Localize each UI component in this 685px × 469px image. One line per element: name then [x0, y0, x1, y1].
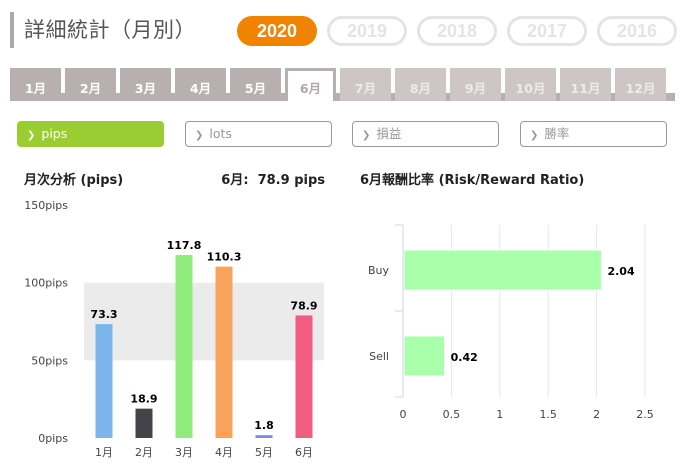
monthly-pips-chart: 0pips 50pips 100pips 150pips 73.3 1月 18.9 2月 117… [24, 199, 324, 459]
metric-label: pips [41, 126, 68, 141]
tab-month-5[interactable]: 5月 [230, 68, 281, 101]
x-tick-label: 4月 [215, 446, 233, 459]
metric-button-lots[interactable]: ❯ lots [185, 121, 332, 147]
data-label: 0.42 [451, 351, 478, 364]
metric-button-profit[interactable]: ❯ 損益 [352, 121, 499, 147]
plot-band [84, 205, 324, 283]
tab-month-7: 7月 [340, 68, 391, 101]
data-label: 117.8 [167, 239, 202, 252]
tab-month-1[interactable]: 1月 [10, 68, 61, 101]
tab-month-3[interactable]: 3月 [120, 68, 171, 101]
bar-2 [135, 408, 153, 438]
y-tick-label: 50pips [31, 354, 68, 367]
tab-month-11: 11月 [560, 68, 611, 101]
x-tick-label: 0.5 [443, 408, 461, 421]
x-tick-label: 2 [593, 408, 600, 421]
monthly-section-title: 月次分析 (pips) [24, 173, 124, 188]
data-label: 78.9 [290, 299, 317, 312]
y-tick-label: 150pips [24, 199, 68, 212]
ratio-section-title: 6月報酬比率 (Risk/Reward Ratio) [360, 173, 585, 188]
plot-band [84, 360, 324, 438]
x-tick-label: 2.5 [636, 408, 654, 421]
tab-month-6[interactable]: 6月 [285, 68, 336, 101]
risk-reward-chart: 0 0.5 1 1.5 2 2.5 2.04 Buy 0.42 Sell [368, 224, 654, 421]
metric-label: 損益 [376, 126, 402, 141]
x-tick-label: 1 [496, 408, 503, 421]
tab-month-8: 8月 [395, 68, 446, 101]
data-label: 2.04 [607, 265, 634, 278]
page-title: 詳細統計（月別） [24, 18, 196, 42]
bar-5 [255, 435, 273, 438]
data-label: 73.3 [90, 308, 117, 321]
x-tick-label: 3月 [175, 446, 193, 459]
bar-6 [295, 315, 313, 438]
plot-band [84, 282, 324, 361]
x-tick-label: 2月 [135, 446, 153, 459]
metric-button-pips[interactable]: ❯ pips [17, 121, 164, 147]
y-tick-label: 100pips [24, 277, 68, 290]
year-selector: 2020 2019 2018 2017 2016 [237, 16, 677, 46]
tab-month-10: 10月 [505, 68, 556, 101]
tab-month-12: 12月 [615, 68, 666, 101]
tab-month-9: 9月 [450, 68, 501, 101]
month-tabs: 1月 2月 3月 4月 5月 6月 7月 8月 9月 10月 11月 12月 [10, 68, 675, 101]
data-label: 110.3 [207, 251, 242, 264]
bar-1 [95, 324, 113, 438]
year-button-2019[interactable]: 2019 [327, 16, 407, 46]
chevron-right-icon: ❯ [530, 130, 539, 141]
metric-label: lots [209, 126, 232, 141]
metric-label: 勝率 [544, 126, 570, 141]
category-label: Buy [368, 264, 390, 277]
current-month-summary: 6月: 78.9 pips [221, 173, 325, 188]
year-button-2020[interactable]: 2020 [237, 16, 317, 46]
x-tick-label: 5月 [255, 446, 273, 459]
page-header: 詳細統計（月別） [10, 12, 196, 48]
metric-button-winrate[interactable]: ❯ 勝率 [520, 121, 667, 147]
x-tick-label: 1.5 [539, 408, 557, 421]
bar-sell [403, 335, 446, 377]
tab-month-2[interactable]: 2月 [65, 68, 116, 101]
x-tick-label: 6月 [295, 446, 313, 459]
year-button-2018[interactable]: 2018 [417, 16, 497, 46]
data-label: 18.9 [130, 393, 157, 406]
y-tick-label: 0pips [38, 432, 68, 445]
chevron-right-icon: ❯ [362, 130, 371, 141]
year-button-2016[interactable]: 2016 [597, 16, 677, 46]
tab-month-4[interactable]: 4月 [175, 68, 226, 101]
bar-buy [403, 249, 602, 291]
bar-4 [215, 266, 233, 438]
chevron-right-icon: ❯ [195, 130, 204, 141]
year-button-2017[interactable]: 2017 [507, 16, 587, 46]
category-label: Sell [369, 350, 389, 363]
chevron-right-icon: ❯ [27, 130, 36, 141]
x-tick-label: 1月 [95, 446, 113, 459]
bar-3 [175, 255, 193, 438]
data-label: 1.8 [254, 419, 274, 432]
x-tick-label: 0 [400, 408, 407, 421]
